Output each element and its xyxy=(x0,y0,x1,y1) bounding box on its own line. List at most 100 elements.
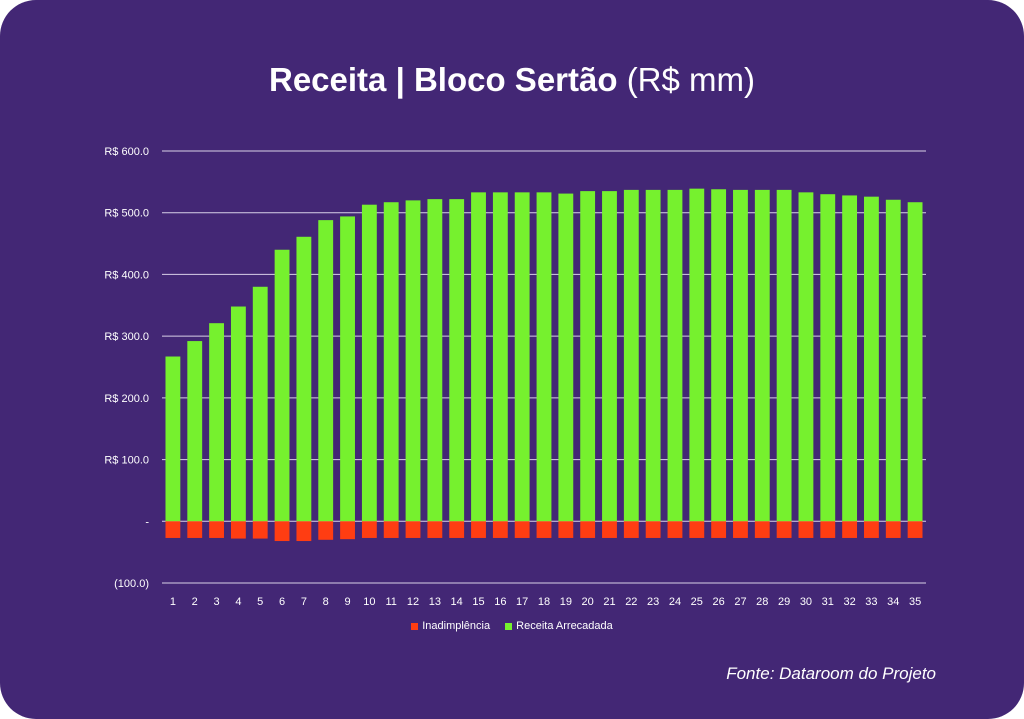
bar-inadimplencia xyxy=(907,521,923,538)
y-tick-label: (100.0) xyxy=(114,578,149,590)
bar-inadimplencia xyxy=(296,521,312,542)
x-tick-label: 30 xyxy=(800,596,812,608)
bar-receita xyxy=(383,202,399,522)
bar-inadimplencia xyxy=(340,521,355,540)
bar-receita xyxy=(864,196,879,522)
bar-inadimplencia xyxy=(471,521,486,538)
x-tick-label: 32 xyxy=(843,596,855,608)
bar-inadimplencia xyxy=(754,521,770,538)
x-tick-label: 9 xyxy=(344,596,350,608)
x-tick-label: 8 xyxy=(323,596,329,608)
x-tick-label: 13 xyxy=(429,596,441,608)
source-note: Fonte: Dataroom do Projeto xyxy=(726,664,936,683)
x-tick-label: 12 xyxy=(407,596,419,608)
chart-title: Receita | Bloco Sertão (R$ mm) xyxy=(0,58,1024,102)
x-tick-label: 5 xyxy=(257,596,263,608)
chart-title-unit: (R$ mm) xyxy=(626,61,755,98)
bar-inadimplencia xyxy=(798,521,814,538)
bar-inadimplencia xyxy=(492,521,508,538)
bar-inadimplencia xyxy=(885,521,901,538)
legend-item-receita: Receita Arrecadada xyxy=(505,620,613,632)
bar-inadimplencia xyxy=(209,521,224,538)
x-tick-label: 11 xyxy=(385,596,396,608)
bar-receita xyxy=(733,189,748,522)
bar-inadimplencia xyxy=(427,521,443,538)
bar-inadimplencia xyxy=(623,521,639,538)
bar-receita xyxy=(230,306,246,522)
bar-receita xyxy=(361,204,377,522)
bar-inadimplencia xyxy=(405,521,421,538)
chart-legend: Inadimplência Receita Arrecadada xyxy=(0,620,1024,633)
x-tick-label: 15 xyxy=(472,596,484,608)
x-tick-label: 3 xyxy=(214,596,220,608)
bar-receita xyxy=(165,356,181,522)
y-tick-label: R$ 400.0 xyxy=(104,269,149,281)
bar-receita xyxy=(842,195,858,522)
bar-receita xyxy=(471,192,486,522)
x-tick-label: 29 xyxy=(778,596,790,608)
x-tick-label: 21 xyxy=(603,596,615,608)
bar-inadimplencia xyxy=(558,521,574,538)
legend-item-inadimplencia: Inadimplência xyxy=(411,620,490,632)
chart-title-main: Receita | Bloco Sertão xyxy=(269,61,618,98)
bar-inadimplencia xyxy=(667,521,683,538)
x-tick-label: 14 xyxy=(451,596,463,608)
x-tick-label: 7 xyxy=(301,596,307,608)
x-tick-label: 4 xyxy=(235,596,241,608)
bar-inadimplencia xyxy=(361,521,377,538)
bar-receita xyxy=(427,199,443,522)
x-tick-label: 27 xyxy=(734,596,746,608)
x-tick-label: 35 xyxy=(909,596,921,608)
x-tick-label: 24 xyxy=(669,596,681,608)
bar-receita xyxy=(798,192,814,522)
bar-receita xyxy=(602,191,617,522)
bar-inadimplencia xyxy=(842,521,858,538)
bar-receita xyxy=(209,323,224,522)
bar-receita xyxy=(776,189,792,522)
x-tick-label: 23 xyxy=(647,596,659,608)
bar-receita xyxy=(449,199,465,522)
legend-label-receita: Receita Arrecadada xyxy=(516,620,613,632)
y-tick-label: R$ 500.0 xyxy=(104,208,149,220)
x-tick-label: 16 xyxy=(494,596,506,608)
bar-receita xyxy=(514,192,530,522)
y-tick-label: R$ 200.0 xyxy=(104,393,149,405)
x-tick-label: 2 xyxy=(192,596,198,608)
x-tick-label: 28 xyxy=(756,596,768,608)
bar-receita xyxy=(907,202,923,522)
bar-receita xyxy=(274,249,290,522)
bar-inadimplencia xyxy=(580,521,596,538)
y-tick-label: R$ 300.0 xyxy=(104,331,149,343)
x-tick-label: 22 xyxy=(625,596,637,608)
y-tick-label: - xyxy=(145,516,149,528)
bar-inadimplencia xyxy=(318,521,334,540)
bar-receita xyxy=(667,189,683,522)
bar-receita xyxy=(645,189,661,522)
bar-receita xyxy=(252,286,268,522)
x-tick-label: 17 xyxy=(516,596,528,608)
x-tick-label: 33 xyxy=(865,596,877,608)
x-tick-label: 31 xyxy=(822,596,834,608)
bar-inadimplencia xyxy=(252,521,268,539)
x-tick-label: 6 xyxy=(279,596,285,608)
bar-inadimplencia xyxy=(274,521,290,542)
bar-inadimplencia xyxy=(449,521,465,538)
bar-inadimplencia xyxy=(820,521,836,538)
bar-receita xyxy=(492,192,508,522)
x-tick-label: 26 xyxy=(713,596,725,608)
legend-swatch-receita xyxy=(505,622,513,630)
bar-inadimplencia xyxy=(514,521,530,538)
bar-receita xyxy=(405,200,421,522)
x-tick-label: 19 xyxy=(560,596,572,608)
bar-receita xyxy=(623,189,639,522)
x-tick-label: 10 xyxy=(363,596,375,608)
bar-receita xyxy=(820,194,836,522)
y-tick-label: R$ 600.0 xyxy=(104,146,149,158)
x-tick-label: 18 xyxy=(538,596,550,608)
x-tick-label: 25 xyxy=(691,596,703,608)
x-tick-label: 1 xyxy=(170,596,176,608)
x-tick-label: 34 xyxy=(887,596,899,608)
bar-receita xyxy=(689,188,705,522)
bar-receita xyxy=(536,192,552,522)
